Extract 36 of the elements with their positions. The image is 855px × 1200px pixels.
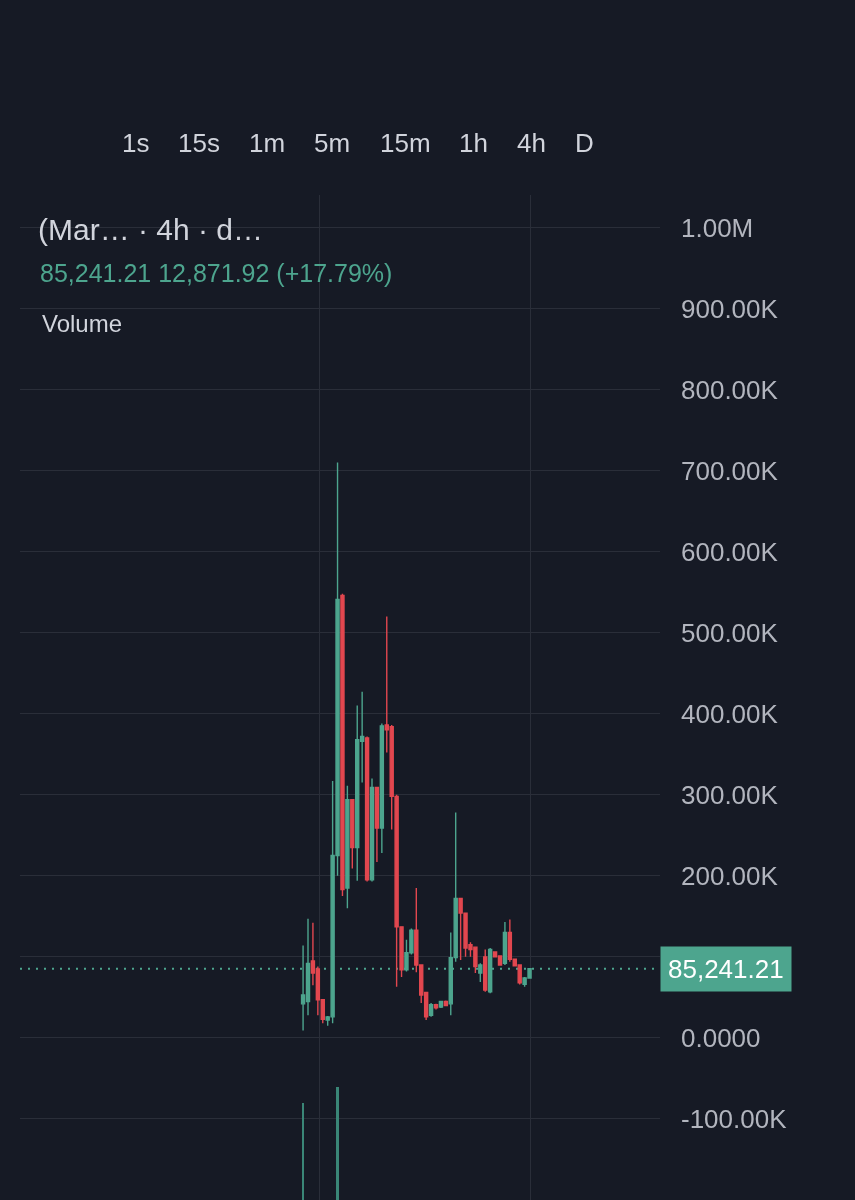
y-tick-label: 1.00M bbox=[681, 212, 754, 243]
candlestick bbox=[340, 593, 345, 897]
candlestick bbox=[507, 918, 513, 963]
ref-line-label: 85,241.21 bbox=[668, 954, 784, 984]
candlestick bbox=[483, 948, 488, 993]
text: 15m bbox=[380, 128, 431, 158]
text: 1s bbox=[122, 128, 150, 158]
text: 5m bbox=[314, 128, 351, 158]
y-tick-label: 500.00K bbox=[681, 617, 779, 648]
y-tick-label: 700.00K bbox=[681, 455, 779, 486]
candlestick bbox=[379, 722, 385, 854]
text: 85,241.21 12,871.92 (+17.79%) bbox=[40, 259, 393, 287]
candlestick bbox=[374, 786, 380, 863]
text: (Mar… · 4h · d… bbox=[38, 212, 264, 246]
candlestick bbox=[350, 798, 355, 870]
candlestick bbox=[502, 921, 508, 966]
y-tick-label: 900.00K bbox=[681, 293, 779, 324]
text: D bbox=[575, 128, 594, 158]
annotation: Volume bbox=[42, 310, 123, 337]
y-tick-label: -100.00K bbox=[681, 1104, 788, 1135]
y-tick-label: 200.00K bbox=[681, 860, 779, 891]
candlestick bbox=[428, 1002, 434, 1018]
text: 1h bbox=[459, 128, 488, 158]
text: 15s bbox=[178, 128, 220, 158]
y-tick-label: 800.00K bbox=[681, 374, 779, 405]
candlestick bbox=[369, 777, 375, 883]
y-tick-label: 600.00K bbox=[681, 536, 779, 567]
text: 4h bbox=[517, 128, 546, 158]
text: 1m bbox=[249, 128, 286, 158]
y-tick-label: 300.00K bbox=[681, 779, 779, 810]
candlestick bbox=[345, 785, 350, 909]
candlestick bbox=[433, 1003, 439, 1011]
candlestick bbox=[364, 735, 370, 883]
y-tick-label: 0.0000 bbox=[681, 1023, 761, 1053]
candlestick bbox=[497, 954, 503, 967]
y-tick-label: 400.00K bbox=[681, 698, 779, 729]
